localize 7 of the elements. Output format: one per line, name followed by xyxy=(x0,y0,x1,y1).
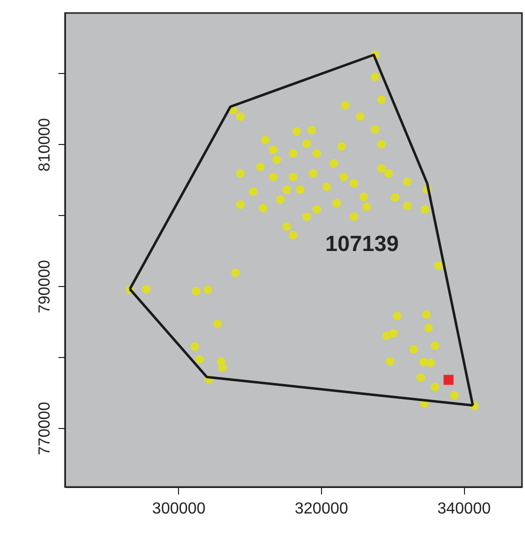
y-tick-label: 810000 xyxy=(36,118,54,172)
annotation: 107139 xyxy=(325,231,399,256)
x-tick-label: 340000 xyxy=(437,500,491,518)
x-tick-label: 300000 xyxy=(152,500,206,518)
x-tick-label: 320000 xyxy=(294,500,348,518)
y-tick-label: 770000 xyxy=(36,402,54,456)
y-tick-label: 790000 xyxy=(36,260,54,314)
